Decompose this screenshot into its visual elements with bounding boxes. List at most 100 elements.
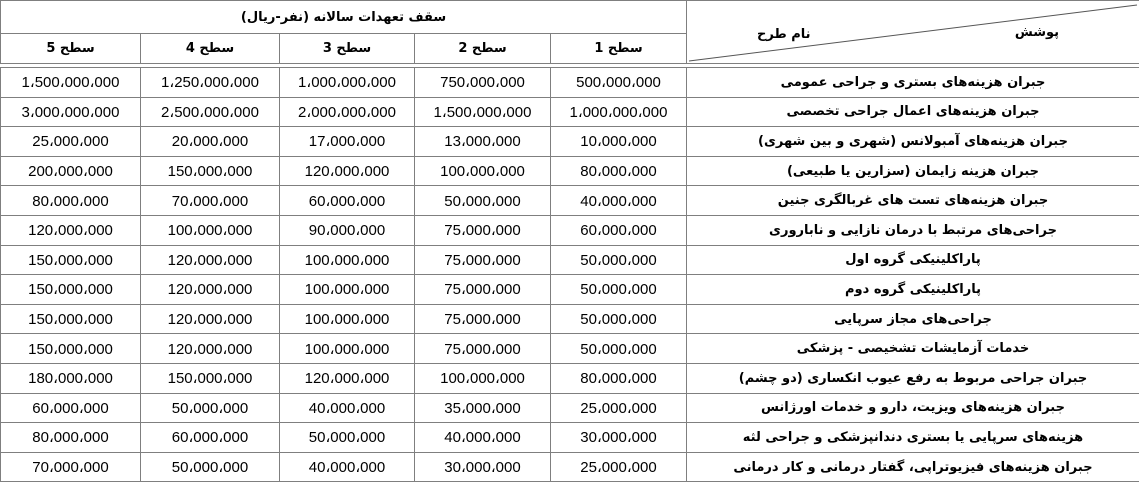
amount: 120،000،000 xyxy=(167,251,253,269)
level-cell: 1،000،000،000 xyxy=(550,96,687,128)
amount: 750،000،000 xyxy=(440,74,525,92)
amount: 50،000،000 xyxy=(308,429,386,447)
group-header: سقف تعهدات سالانه (نفر-ریال) xyxy=(0,0,688,34)
amount: 100،000،000 xyxy=(304,340,390,358)
amount: 75،000،000 xyxy=(444,222,521,240)
coverage-name: جراحی‌های مرتبط با درمان نازایی و نابارو… xyxy=(686,214,1139,246)
amount: 150،000،000 xyxy=(167,370,253,388)
level-cell: 60،000،000 xyxy=(0,392,141,424)
body-table: جبران هزینه‌های بستری و جراحی عمومی 500،0… xyxy=(0,67,1139,483)
level-cell: 100،000،000 xyxy=(279,303,415,335)
amount: 25،000،000 xyxy=(580,459,657,477)
coverage-name: جبران هزینه‌های بستری و جراحی عمومی xyxy=(686,67,1139,98)
amount: 40،000،000 xyxy=(580,192,657,210)
amount: 180،000،000 xyxy=(28,370,113,388)
level-cell: 2،000،000،000 xyxy=(279,96,415,128)
level-cell: 80،000،000 xyxy=(0,185,141,216)
level-cell: 100،000،000 xyxy=(414,155,551,187)
row: جراحی‌های مجاز سرپایی 50،000،000 75،000،00… xyxy=(0,303,1139,335)
header-table: پوشش نام طرح سقف تعهدات سالانه (نفر-ریال… xyxy=(0,0,1139,64)
level-cell: 80،000،000 xyxy=(0,422,141,453)
level-cell: 100،000،000 xyxy=(140,214,280,246)
amount: 40،000،000 xyxy=(308,399,386,417)
row: جبران هزینه زایمان (سزارین یا طبیعی) 80،0… xyxy=(0,155,1139,187)
amount: 35،000،000 xyxy=(444,399,521,417)
level-cell: 100،000،000 xyxy=(414,362,551,394)
level-header: سطح 1 xyxy=(550,33,688,64)
amount: 50،000،000 xyxy=(444,192,521,210)
level-cell: 25،000،000 xyxy=(550,392,687,424)
amount: 40،000،000 xyxy=(444,429,521,447)
amount: 90،000،000 xyxy=(308,222,386,240)
level-cell: 35،000،000 xyxy=(414,392,551,424)
level-cell: 120،000،000 xyxy=(140,274,280,305)
amount: 60،000،000 xyxy=(308,192,386,210)
level-cell: 75،000،000 xyxy=(414,214,551,246)
level-cell: 120،000،000 xyxy=(0,214,141,246)
level-header: سطح 2 xyxy=(414,33,552,64)
level-cell: 75،000،000 xyxy=(414,333,551,364)
amount: 80،000،000 xyxy=(580,163,657,181)
amount: 25،000،000 xyxy=(580,399,657,417)
coverage-name: جبران هزینه‌های تست های غربالگری جنین xyxy=(686,185,1139,216)
coverage-name: جراحی‌های مجاز سرپایی xyxy=(686,303,1139,335)
amount: 150،000،000 xyxy=(28,340,113,358)
amount: 150،000،000 xyxy=(167,163,253,181)
level-cell: 25،000،000 xyxy=(0,126,141,157)
level-cell: 40،000،000 xyxy=(550,185,687,216)
row: جبران هزینه‌های ویزیت، دارو و خدمات اورژ… xyxy=(0,392,1139,424)
coverage-name: جبران هزینه‌های ویزیت، دارو و خدمات اورژ… xyxy=(686,392,1139,424)
amount: 3،000،000،000 xyxy=(21,103,120,121)
level-cell: 13،000،000 xyxy=(414,126,551,157)
level-cell: 120،000،000 xyxy=(140,303,280,335)
amount: 75،000،000 xyxy=(444,281,521,299)
amount: 80،000،000 xyxy=(580,370,657,388)
level-header: سطح 5 xyxy=(0,33,142,64)
level-cell: 17،000،000 xyxy=(279,126,415,157)
amount: 50،000،000 xyxy=(580,251,657,269)
amount: 100،000،000 xyxy=(304,281,390,299)
level-cell: 3،000،000،000 xyxy=(0,96,141,128)
level-cell: 120،000،000 xyxy=(140,333,280,364)
amount: 2،500،000،000 xyxy=(161,103,259,121)
amount: 120،000،000 xyxy=(304,370,390,388)
amount: 60،000،000 xyxy=(580,222,657,240)
level-cell: 1،500،000،000 xyxy=(0,67,141,98)
coverage-name: هزینه‌های سرپایی یا بستری دندانپزشکی و ج… xyxy=(686,422,1139,453)
level-cell: 50،000،000 xyxy=(140,392,280,424)
amount: 75،000،000 xyxy=(444,251,521,269)
level-cell: 100،000،000 xyxy=(279,333,415,364)
level-cell: 50،000،000 xyxy=(279,422,415,453)
amount: 20،000،000 xyxy=(171,133,249,151)
level-cell: 1،250،000،000 xyxy=(140,67,280,98)
level-cell: 40،000،000 xyxy=(279,451,415,483)
amount: 50،000،000 xyxy=(580,340,657,358)
level-cell: 50،000،000 xyxy=(550,274,687,305)
amount: 120،000،000 xyxy=(167,281,253,299)
level-cell: 90،000،000 xyxy=(279,214,415,246)
corner-bottom: نام طرح xyxy=(757,27,811,42)
level-cell: 50،000،000 xyxy=(414,185,551,216)
amount: 100،000،000 xyxy=(440,370,525,388)
level-cell: 75،000،000 xyxy=(414,244,551,276)
level-cell: 80،000،000 xyxy=(550,362,687,394)
levels-row: سطح 1 سطح 2 سطح 3 سطح 4 سطح 5 xyxy=(0,33,1139,64)
row: جبران هزینه‌های اعمال جراحی تخصصی 1،000،0… xyxy=(0,96,1139,128)
level-cell: 500،000،000 xyxy=(550,67,687,98)
level-cell: 200،000،000 xyxy=(0,155,141,187)
level-cell: 20،000،000 xyxy=(140,126,280,157)
row: پاراکلینیکی گروه اول 50،000،000 75،000،000… xyxy=(0,244,1139,276)
level-cell: 40،000،000 xyxy=(414,422,551,453)
amount: 100،000،000 xyxy=(440,163,525,181)
level-cell: 120،000،000 xyxy=(279,362,415,394)
amount: 25،000،000 xyxy=(32,133,109,151)
level-cell: 60،000،000 xyxy=(279,185,415,216)
amount: 1،500،000،000 xyxy=(21,74,120,92)
level-cell: 150،000،000 xyxy=(0,274,141,305)
amount: 100،000،000 xyxy=(304,311,390,329)
amount: 75،000،000 xyxy=(444,311,521,329)
amount: 80،000،000 xyxy=(32,429,109,447)
level-cell: 100،000،000 xyxy=(279,244,415,276)
level-cell: 60،000،000 xyxy=(140,422,280,453)
level-cell: 80،000،000 xyxy=(550,155,687,187)
